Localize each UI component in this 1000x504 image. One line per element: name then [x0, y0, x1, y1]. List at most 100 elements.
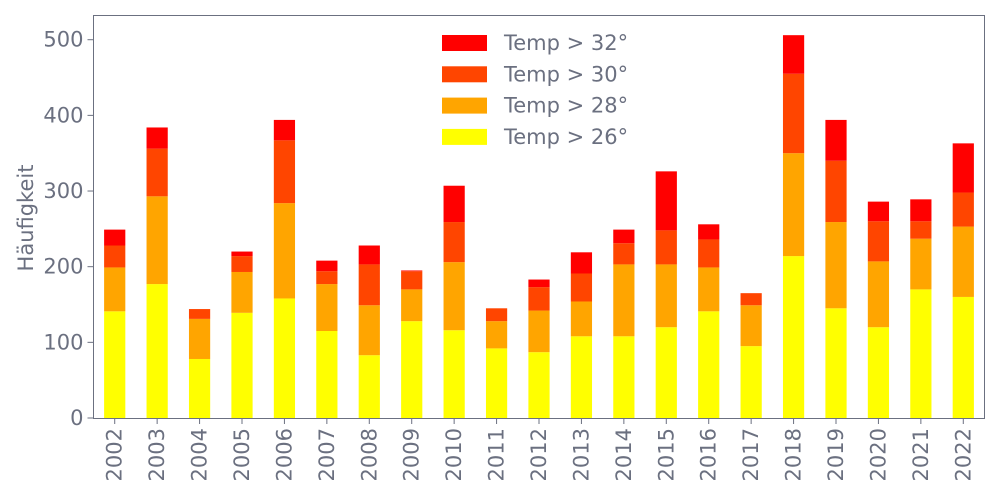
bar-2015-series-1 — [655, 264, 677, 328]
bar-2014-series-2 — [613, 243, 635, 265]
bar-2002-series-1 — [104, 267, 126, 312]
bar-2016-series-2 — [698, 239, 720, 268]
bar-2003-series-1 — [146, 196, 168, 285]
y-axis: 0 100 200 300 400 500 — [43, 28, 94, 430]
y-tick-label: 0 — [70, 406, 83, 430]
bar-2008-series-1 — [358, 305, 380, 356]
x-tick-label: 2005 — [230, 428, 254, 481]
legend: Temp > 32° Temp > 30° Temp > 28° Temp > 26° — [442, 31, 628, 149]
bar-2005-series-1 — [231, 271, 253, 313]
x-tick-label: 2014 — [612, 428, 636, 481]
legend-swatch — [442, 97, 487, 114]
x-tick-label: 2003 — [145, 428, 169, 481]
bar-2006-series-2 — [273, 140, 296, 204]
x-tick-label: 2004 — [188, 428, 212, 481]
bar-2020-series-1 — [867, 261, 890, 328]
legend-label: Temp > 26° — [503, 125, 628, 149]
bar-2013-series-3 — [570, 252, 593, 274]
x-tick-label: 2017 — [739, 428, 763, 481]
bar-2008-series-0 — [358, 355, 380, 418]
bar-2022-series-2 — [952, 192, 974, 227]
bar-2013-series-1 — [570, 301, 593, 337]
bar-2015-series-0 — [655, 327, 677, 418]
bar-2014-series-3 — [613, 229, 635, 244]
bar-2002-series-0 — [104, 311, 126, 418]
bar-2019-series-0 — [825, 308, 847, 418]
bar-2018-series-3 — [782, 35, 805, 74]
legend-label: Temp > 28° — [503, 94, 628, 118]
legend-swatch — [442, 35, 487, 51]
legend-label: Temp > 30° — [503, 62, 628, 86]
y-tick-label: 300 — [43, 179, 83, 203]
bar-2020-series-3 — [867, 201, 890, 222]
x-tick-label: 2009 — [400, 428, 424, 481]
bar-2015-series-3 — [655, 171, 677, 231]
y-axis-label: Häufigkeit — [14, 165, 38, 272]
x-axis: 2002 2003 2004 2005 2006 2007 2008 2009 2010 2011… — [103, 418, 975, 481]
x-tick-label: 2013 — [569, 428, 593, 481]
bar-2009-series-1 — [401, 289, 423, 322]
bar-2004-series-1 — [188, 318, 211, 359]
bar-2019-series-3 — [825, 119, 847, 161]
bar-2021-series-0 — [910, 289, 932, 418]
y-tick-label: 500 — [43, 28, 83, 52]
bar-2012-series-0 — [528, 352, 550, 418]
bar-2016-series-3 — [698, 224, 720, 240]
bar-2017-series-2 — [740, 293, 762, 306]
bar-2019-series-2 — [825, 160, 847, 223]
bar-2003-series-3 — [146, 127, 168, 149]
bar-2010-series-3 — [443, 185, 465, 223]
bar-2018-series-2 — [782, 73, 805, 154]
bar-2011-series-1 — [485, 321, 508, 349]
bar-2013-series-0 — [570, 336, 593, 418]
bar-2021-series-1 — [910, 238, 932, 290]
bars-layer — [104, 35, 974, 418]
bar-2002-series-2 — [104, 245, 126, 268]
x-tick-label: 2012 — [527, 428, 551, 481]
bar-2005-series-0 — [231, 312, 253, 418]
y-tick-label: 400 — [43, 103, 83, 127]
bar-2003-series-2 — [146, 148, 168, 197]
bar-2017-series-1 — [740, 305, 762, 347]
x-tick-label: 2006 — [272, 428, 296, 481]
legend-swatch — [442, 66, 487, 83]
bar-2011-series-0 — [485, 348, 508, 418]
bar-2022-series-1 — [952, 226, 974, 297]
bar-2010-series-1 — [443, 262, 465, 331]
x-tick-label: 2011 — [485, 428, 509, 481]
bar-2008-series-3 — [358, 245, 380, 265]
bar-2005-series-2 — [231, 256, 253, 272]
x-tick-label: 2021 — [909, 428, 933, 481]
bar-2021-series-3 — [910, 199, 932, 222]
bar-2012-series-1 — [528, 310, 550, 353]
bar-2018-series-0 — [782, 256, 805, 418]
bar-2012-series-2 — [528, 287, 550, 311]
bar-2009-series-3 — [401, 270, 423, 272]
bar-2004-series-2 — [188, 309, 211, 319]
x-tick-label: 2016 — [697, 428, 721, 481]
bar-2010-series-0 — [443, 330, 465, 418]
bar-2007-series-1 — [316, 284, 338, 331]
bar-2006-series-3 — [273, 119, 296, 141]
x-tick-label: 2010 — [442, 428, 466, 481]
legend-swatch — [442, 128, 487, 145]
y-tick-label: 200 — [43, 255, 83, 279]
bar-2005-series-3 — [231, 251, 253, 257]
bar-2003-series-0 — [146, 284, 168, 418]
bar-2007-series-2 — [316, 271, 338, 285]
x-tick-label: 2020 — [866, 428, 890, 481]
bar-2004-series-0 — [188, 358, 211, 418]
x-tick-label: 2018 — [782, 428, 806, 481]
x-tick-label: 2002 — [103, 428, 127, 481]
bar-2007-series-0 — [316, 330, 338, 418]
bar-2020-series-2 — [867, 221, 890, 262]
bar-2012-series-3 — [528, 279, 550, 288]
bar-2017-series-0 — [740, 346, 762, 418]
bar-2010-series-2 — [443, 222, 465, 263]
bar-2002-series-3 — [104, 229, 126, 246]
bar-2014-series-0 — [613, 336, 635, 418]
x-tick-label: 2015 — [654, 428, 678, 481]
bar-2014-series-1 — [613, 264, 635, 337]
x-tick-label: 2019 — [824, 428, 848, 481]
